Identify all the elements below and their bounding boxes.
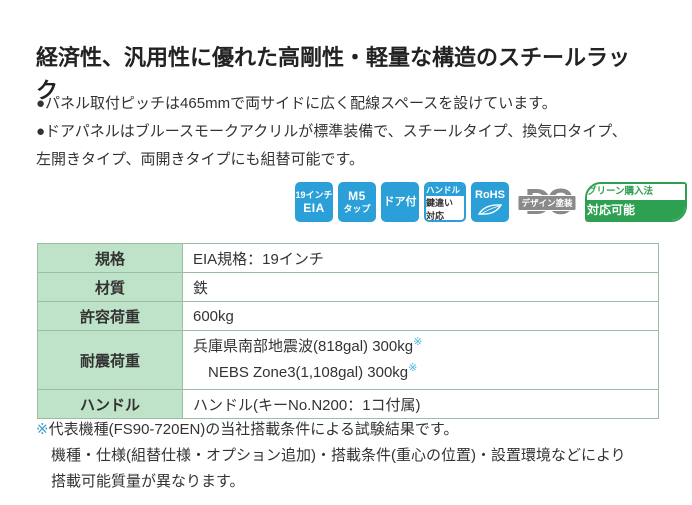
table-row-handle: ハンドル ハンドル(キーNo.N200：1コ付属) — [37, 389, 659, 419]
table-row-seismic-load: 耐震荷重 兵庫県南部地震波(818gal) 300kg※ NEBS Zone3(… — [37, 330, 659, 390]
bullet-item: ●ドアパネルはブルースモークアクリルが標準装備で、スチールタイプ、換気口タイプ、… — [36, 123, 627, 168]
table-row-material: 材質 鉄 — [37, 272, 659, 302]
spec-header-cell: 規格 — [37, 243, 183, 273]
spec-header-cell: ハンドル — [37, 389, 183, 419]
badge-m5-tap: M5 タップ — [338, 182, 376, 222]
badge-19inch-eia: 19インチ EIA — [295, 182, 333, 222]
spec-table: 規格 EIA規格：19インチ 材質 鉄 許容荷重 600kg 耐震荷重 兵庫県南… — [37, 243, 659, 419]
seismic-line: NEBS Zone3(1,108gal) 300kg※ — [208, 362, 418, 382]
spec-header-cell: 耐震荷重 — [37, 330, 183, 390]
note-line: 搭載可能質量が異なります。 — [51, 473, 245, 490]
table-row-load-capacity: 許容荷重 600kg — [37, 301, 659, 331]
spec-value-cell: EIA規格：19インチ — [182, 243, 659, 273]
spec-header-cell: 材質 — [37, 272, 183, 302]
spec-value-cell: 兵庫県南部地震波(818gal) 300kg※ NEBS Zone3(1,108… — [182, 330, 659, 390]
badge-design-coating: DC デザイン塗装 — [514, 182, 580, 222]
badge-handle-key: ハンドル 鍵違い 対応 — [424, 182, 466, 222]
bullet-item: ●パネル取付ピッチは465mmで両サイドに広く配線スペースを設けています。 — [36, 95, 557, 112]
spec-value-cell: 600kg — [182, 301, 659, 331]
design-coating-label: デザイン塗装 — [517, 195, 577, 211]
asterisk-mark: ※ — [36, 421, 49, 438]
spec-value-cell: 鉄 — [182, 272, 659, 302]
page-title: 経済性、汎用性に優れた高剛性・軽量な構造のスチールラック — [36, 44, 631, 103]
footnote-marker: ※ — [413, 336, 423, 348]
note-line: ※代表機種(FS90-720EN)の当社搭載条件による試験結果です。 — [36, 421, 459, 438]
leaf-icon — [477, 203, 503, 215]
badge-door: ドア付 — [381, 182, 419, 222]
spec-value-cell: ハンドル(キーNo.N200：1コ付属) — [182, 389, 659, 419]
badge-rohs: RoHS — [471, 182, 509, 222]
seismic-line: 兵庫県南部地震波(818gal) 300kg※ — [193, 336, 423, 356]
feature-badge-row: 19インチ EIA M5 タップ ドア付 ハンドル 鍵違い 対応 RoHS DC… — [295, 182, 687, 222]
footnote-marker: ※ — [408, 362, 418, 374]
table-row-standard: 規格 EIA規格：19インチ — [37, 243, 659, 273]
footnotes: ※代表機種(FS90-720EN)の当社搭載条件による試験結果です。 機種・仕様… — [36, 417, 664, 495]
badge-green-procurement: グリーン購入法 対応可能 — [585, 182, 687, 222]
spec-header-cell: 許容荷重 — [37, 301, 183, 331]
feature-bullet-list: ●パネル取付ピッチは465mmで両サイドに広く配線スペースを設けています。 ●ド… — [36, 90, 630, 174]
note-line: 機種・仕様(組替仕様・オプション追加)・搭載条件(重心の位置)・設置環境などによ… — [51, 447, 626, 464]
